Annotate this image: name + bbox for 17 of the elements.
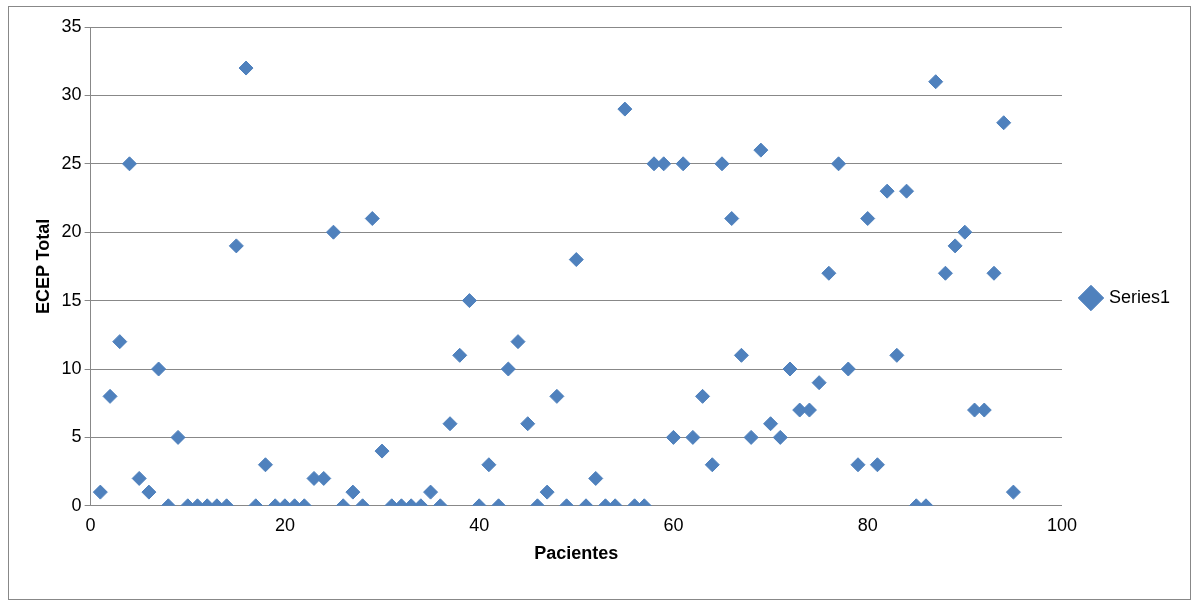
y-tick-label: 20	[61, 221, 82, 242]
y-tick-label: 30	[61, 84, 82, 105]
y-axis-title: ECEP Total	[32, 218, 53, 315]
x-tick-label: 60	[663, 514, 684, 535]
y-tick-label: 10	[61, 357, 82, 378]
y-tick-label: 25	[61, 152, 82, 173]
y-tick-label: 0	[71, 494, 82, 515]
y-tick-label: 35	[61, 15, 82, 36]
y-tick-label: 5	[71, 426, 82, 447]
y-tick-label: 15	[61, 289, 82, 310]
x-tick-label: 40	[469, 514, 490, 535]
x-axis-title: Pacientes	[534, 543, 619, 564]
legend-label: Series1	[1108, 286, 1170, 307]
x-tick-label: 0	[85, 514, 96, 535]
x-tick-label: 100	[1046, 514, 1077, 535]
x-tick-label: 80	[857, 514, 878, 535]
x-tick-label: 20	[274, 514, 295, 535]
